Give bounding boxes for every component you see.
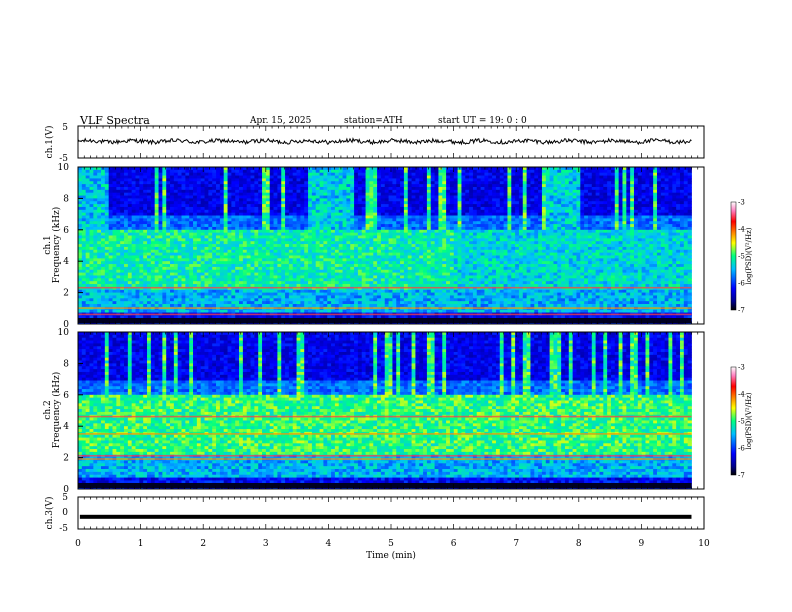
ch1-ylabel: ch.1(V) bbox=[44, 126, 55, 159]
ch3-waveform-panel: 5 0 -5 ch.3(V) bbox=[44, 493, 705, 534]
time-tick-label: 3 bbox=[263, 539, 269, 549]
ch2-ytick: 6 bbox=[63, 391, 69, 401]
spectral-band-line bbox=[78, 455, 692, 457]
time-axis-label: Time (min) bbox=[366, 550, 416, 561]
ch2-colorbar bbox=[730, 366, 737, 476]
ch1-spectrogram-image bbox=[78, 167, 704, 325]
spectral-band-line bbox=[78, 458, 692, 460]
ch1-channel-label: ch.1 bbox=[43, 235, 53, 254]
spectral-band-line bbox=[78, 286, 692, 289]
ch1-ytick: 0 bbox=[63, 320, 69, 330]
ch1-colorbar-tick: -5 bbox=[738, 253, 745, 261]
time-tick-label: 8 bbox=[576, 539, 582, 549]
ch1-waveform-panel: 5 -5 ch.1(V) bbox=[44, 123, 705, 164]
ch2-colorbar-tick: -4 bbox=[738, 391, 745, 399]
ch1-colorbar-tick: -7 bbox=[738, 307, 745, 315]
station-label: station=ATH bbox=[344, 116, 403, 126]
ch1-colorbar-tick: -6 bbox=[738, 280, 745, 288]
ch2-ytick: 8 bbox=[63, 359, 69, 369]
spectral-band-line bbox=[78, 313, 692, 316]
ch3-ylabel: ch.3(V) bbox=[44, 497, 55, 530]
ch1-colorbar-tick: -3 bbox=[738, 199, 745, 207]
spectral-band-line bbox=[78, 433, 692, 435]
spectral-band-line bbox=[78, 415, 692, 418]
ch1-ytick: 10 bbox=[58, 163, 70, 173]
ch1-ytick-5: 5 bbox=[62, 123, 68, 133]
ch1-ytick-neg5: -5 bbox=[59, 154, 68, 164]
ch2-channel-label: ch.2 bbox=[43, 400, 53, 419]
ch2-colorbar-tick: -6 bbox=[738, 445, 745, 453]
time-tick-label: 5 bbox=[388, 539, 394, 549]
date-label: Apr. 15, 2025 bbox=[249, 116, 312, 126]
ch1-ytick: 6 bbox=[63, 226, 69, 236]
ch1-colorbar-label: log(PSD)(V²/Hz) bbox=[745, 227, 753, 284]
time-tick-label: 9 bbox=[639, 539, 645, 549]
ch2-ytick: 4 bbox=[63, 422, 69, 432]
time-tick-label: 6 bbox=[451, 539, 457, 549]
time-tick-label: 10 bbox=[698, 539, 710, 549]
time-tick-label: 2 bbox=[200, 539, 206, 549]
ch3-ytick-0: 0 bbox=[62, 508, 68, 518]
time-axis: 0 1 2 3 4 5 6 7 8 9 10 bbox=[75, 126, 710, 549]
spectral-band-line bbox=[78, 307, 692, 309]
ch2-colorbar-tick: -3 bbox=[738, 364, 745, 372]
ch3-ytick-neg5: -5 bbox=[59, 524, 68, 534]
ch1-ytick: 8 bbox=[63, 194, 69, 204]
time-tick-label: 1 bbox=[138, 539, 144, 549]
ch2-colorbar-label: log(PSD)(V²/Hz) bbox=[745, 392, 753, 449]
time-tick-label: 4 bbox=[326, 539, 332, 549]
ch2-colorbar-tick: -7 bbox=[738, 472, 745, 480]
ch1-ytick: 2 bbox=[63, 289, 69, 299]
start-time-label: start UT = 19: 0 : 0 bbox=[438, 116, 527, 126]
ch1-freq-ylabel: Frequency (kHz) bbox=[51, 207, 62, 284]
ch3-waveform-line bbox=[79, 514, 692, 519]
ch1-colorbar-tick: -4 bbox=[738, 226, 745, 234]
time-tick-label: 7 bbox=[513, 539, 519, 549]
ch2-ytick: 10 bbox=[58, 328, 70, 338]
time-tick-label: 0 bbox=[75, 539, 81, 549]
ch1-ytick: 4 bbox=[63, 257, 69, 267]
ch2-freq-ylabel: Frequency (kHz) bbox=[51, 372, 62, 449]
ch2-ytick: 2 bbox=[63, 454, 69, 464]
ch2-colorbar-tick: -5 bbox=[738, 418, 745, 426]
ch2-ytick: 0 bbox=[63, 485, 69, 495]
figure-title: VLF Spectra bbox=[79, 114, 150, 127]
ch1-colorbar bbox=[730, 201, 737, 311]
ch3-ytick-5: 5 bbox=[62, 493, 68, 503]
ch1-waveform-line bbox=[77, 137, 692, 146]
ch2-spectrogram-image bbox=[78, 332, 704, 490]
